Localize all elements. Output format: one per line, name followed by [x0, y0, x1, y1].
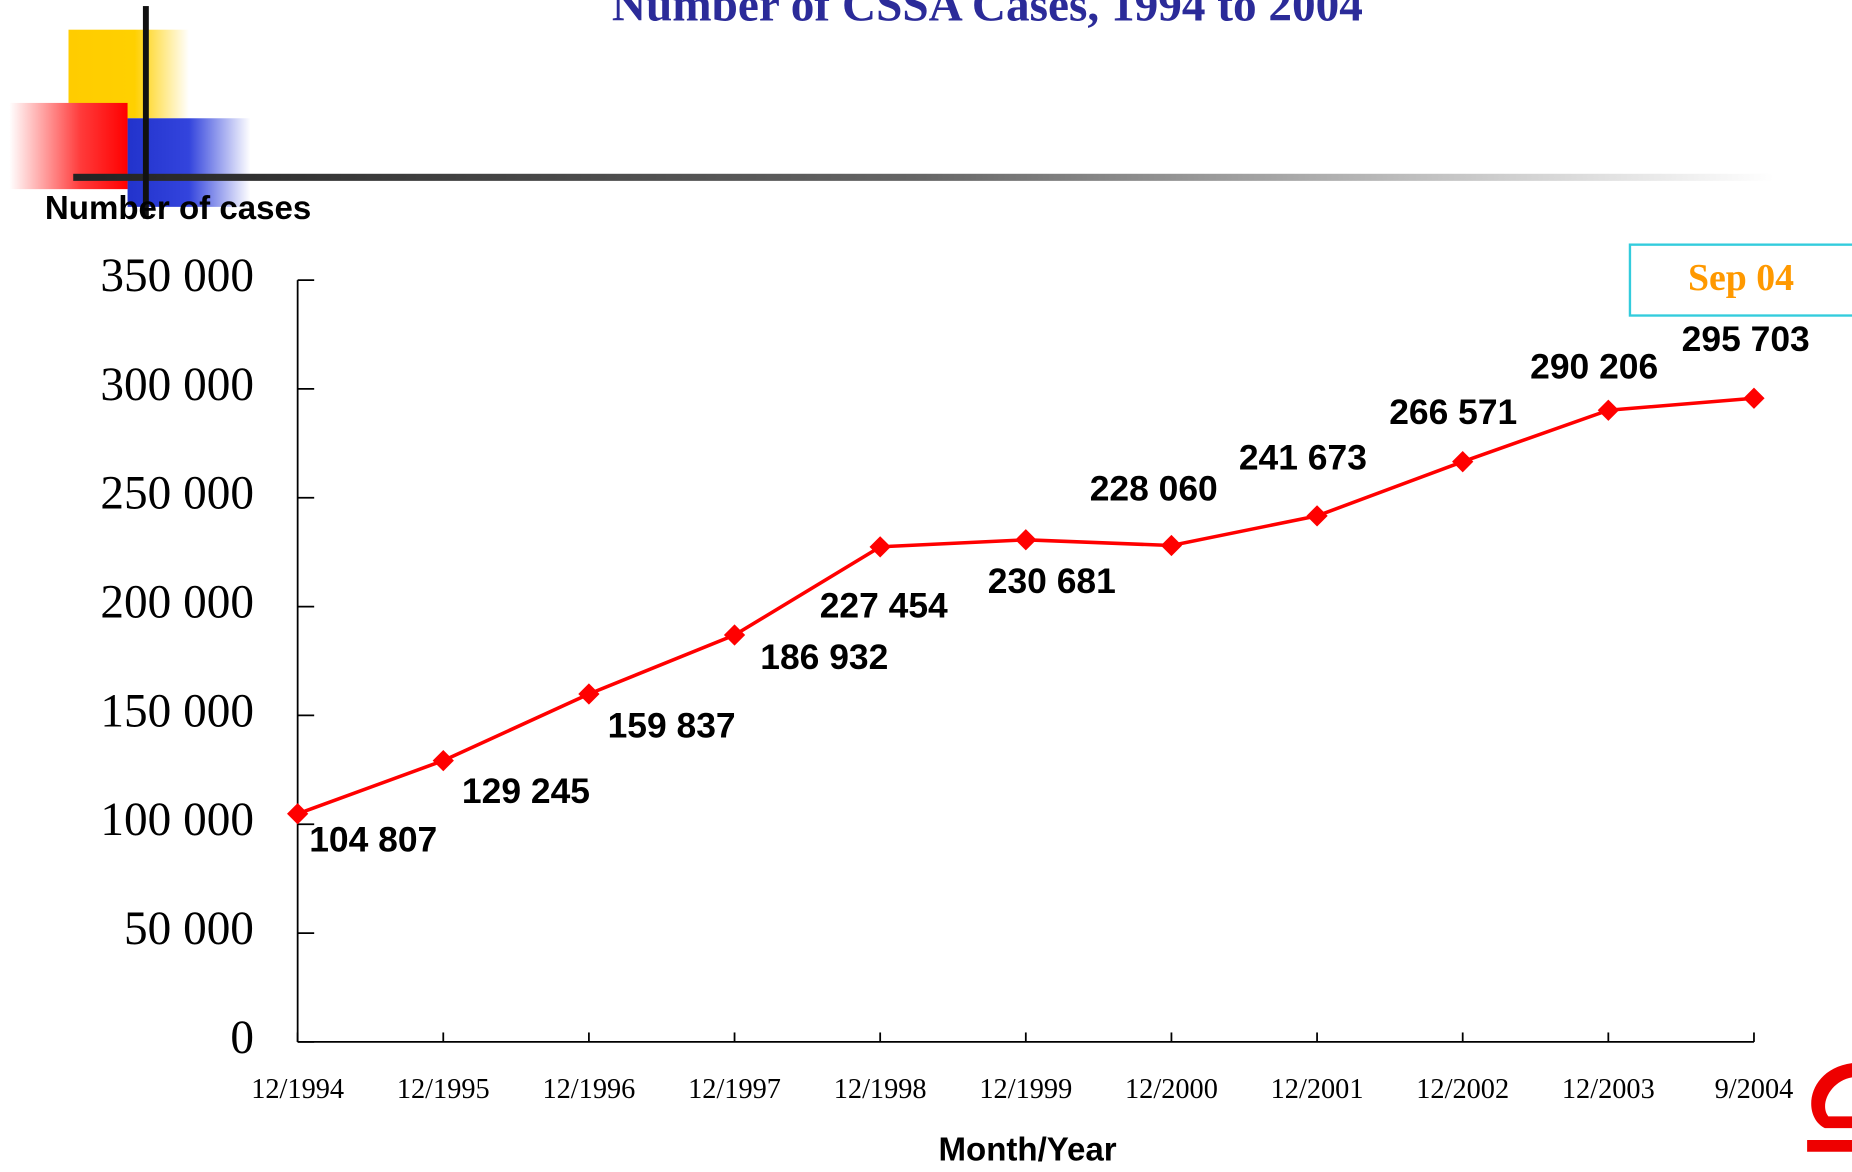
logo: [1807, 1063, 1852, 1152]
x-tick-label: 12/2003: [1562, 1074, 1655, 1105]
data-label: 129 245: [462, 771, 590, 811]
data-point: [1015, 529, 1037, 551]
y-tick-label: 200 000: [100, 576, 254, 628]
data-point: [432, 749, 454, 772]
data-point: [723, 624, 746, 646]
data-label: 159 837: [608, 706, 736, 746]
data-point: [869, 536, 891, 558]
data-label: 228 060: [1090, 469, 1218, 509]
annotation-box: [1628, 243, 1852, 317]
data-point: [1160, 534, 1183, 557]
y-tick-label: 150 000: [100, 685, 254, 737]
decoration: [9, 6, 1852, 1152]
x-tick-label: 12/1999: [979, 1074, 1072, 1105]
series-line: [297, 396, 1755, 816]
data-point: [1743, 387, 1765, 409]
data-label: 266 571: [1389, 392, 1517, 432]
y-tick-label: 50 000: [124, 903, 254, 955]
y-tick-label: 100 000: [100, 794, 254, 846]
x-tick-label: 12/2002: [1416, 1074, 1509, 1105]
data-point: [578, 683, 600, 705]
x-tick-label: 12/1994: [251, 1074, 344, 1105]
x-tick-label: 12/1998: [834, 1074, 927, 1105]
data-point: [1452, 451, 1474, 473]
x-axis-label: Month/Year: [938, 1131, 1116, 1168]
data-point: [1597, 399, 1619, 421]
x-tick-label: 12/2000: [1125, 1074, 1218, 1105]
data-label: 295 703: [1682, 319, 1810, 359]
data-label: 290 206: [1530, 346, 1658, 386]
data-label: 241 673: [1239, 438, 1367, 478]
y-tick-label: 0: [230, 1012, 254, 1064]
x-tick-label: 9/2004: [1715, 1074, 1794, 1105]
data-label: 186 932: [760, 637, 888, 677]
data-label: 227 454: [820, 586, 948, 626]
y-tick-label: 300 000: [100, 359, 254, 411]
y-axis-label: Number of cases: [45, 190, 311, 227]
data-label: 230 681: [988, 561, 1116, 601]
y-tick-label: 250 000: [100, 468, 254, 520]
data-point: [287, 803, 309, 825]
chart-title: Number of CSSA Cases, 1994 to 2004: [612, 0, 1363, 31]
x-tick-label: 12/2001: [1271, 1074, 1364, 1105]
x-tick-label: 12/1995: [397, 1074, 490, 1105]
x-tick-label: 12/1997: [688, 1074, 781, 1105]
annotation: Sep 04: [1688, 257, 1794, 299]
data-point: [1306, 505, 1328, 527]
y-tick-label: 350 000: [100, 250, 254, 302]
x-tick-label: 12/1996: [542, 1074, 635, 1105]
data-label: 104 807: [309, 819, 437, 859]
